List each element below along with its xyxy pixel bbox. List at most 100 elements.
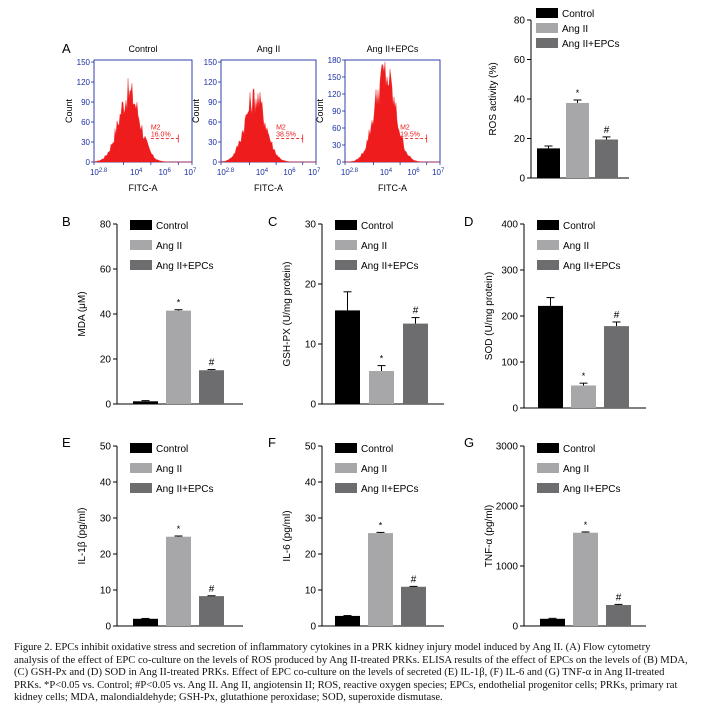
y-tick-label: 40 [100,478,112,489]
legend-label: Ang II [156,241,182,252]
flow-xtick-exp: 4 [139,168,143,174]
bar [335,310,360,404]
flow-histogram [220,88,316,163]
panel-letter-a: A [62,41,71,56]
flow-ytick-label: 120 [204,78,218,87]
bar [133,618,158,626]
flow-ytick-label: 60 [81,118,90,127]
flow-gate-name: M2 [151,125,161,132]
flow-ylabel: Count [191,99,201,124]
flow-xtick-base: 10 [341,168,350,177]
flow-gate-name: M2 [276,125,286,132]
flow-xtick-base: 10 [432,168,441,177]
legend-label: Ang II [563,241,589,252]
y-axis-label: IL-6 (pg/ml) [282,510,293,561]
legend-swatch [130,463,152,473]
legend-label: Control [156,221,188,232]
legend-swatch [130,220,152,230]
flow-xtick-base: 10 [283,168,292,177]
legend-swatch [537,240,559,250]
legend-swatch [536,23,558,33]
significance-mark: # [209,584,215,595]
flow-ytick-label: 150 [204,58,218,67]
legend-label: Ang II+EPCs [156,484,214,495]
panel-letter: F [268,435,276,450]
y-tick-label: 40 [305,478,317,489]
flow-xtick-label: 107 [308,168,321,177]
y-tick-label: 60 [514,55,526,66]
y-tick-label: 60 [100,265,112,276]
legend-label: Control [361,221,393,232]
panel-letter: G [464,435,474,450]
y-tick-label: 20 [305,550,317,561]
bar [540,618,565,626]
flow-xtick-exp: 6 [416,168,420,174]
legend-label: Ang II [562,24,588,35]
flow-xtick-label: 107 [184,168,197,177]
legend-label: Control [361,444,393,455]
bar [166,310,191,404]
flow-ytick-label: 150 [77,58,91,67]
y-tick-label: 30 [305,514,317,525]
legend-swatch [335,463,357,473]
legend-label: Ang II+EPCs [156,261,214,272]
flow-gate-name: M2 [400,125,410,132]
bar [199,596,224,626]
y-tick-label: 0 [512,404,518,415]
chart-il1b: E 0 10 20 30 40 50 IL-1β (pg/ml) Control Ang II An… [62,435,243,633]
flow-xtick-exp: 2.8 [99,168,108,174]
bar [606,605,631,626]
y-tick-label: 20 [100,355,112,366]
caption-line-5: kidney cells; MDA, malondialdehyde; GSH-… [14,692,443,704]
legend-swatch [537,260,559,270]
y-axis-label: GSH-PX (U/mg protein) [282,261,293,366]
bar [571,385,596,408]
significance-mark: # [604,125,610,136]
flow-ytick-label: 60 [332,124,341,133]
legend-swatch [537,463,559,473]
flow-xtick-exp: 2.8 [226,168,235,174]
caption-line-3: (C) GSH-Px and (D) SOD in Ang II-treated… [14,667,665,679]
legend-swatch [537,443,559,453]
flow-xtick-label: 104 [380,168,393,177]
flow-ytick-label: 30 [208,138,217,147]
flow-xtick-base: 10 [90,168,99,177]
flow-ytick-label: 0 [86,158,91,167]
flow-ytick-label: 90 [208,98,217,107]
significance-mark: * [177,524,181,534]
flow-ylabel: Count [315,99,325,124]
y-axis-label: SOD (U/mg protein) [484,272,495,360]
y-tick-label: 200 [501,312,518,323]
y-axis-label: ROS activity (%) [488,62,499,135]
legend-swatch [536,38,558,48]
y-axis-label: TNF-α (pg/ml) [484,505,495,567]
significance-mark: * [177,298,181,308]
legend-label: Ang II [361,464,387,475]
y-tick-label: 0 [105,400,111,411]
flow-xtick-exp: 6 [292,168,296,174]
y-tick-label: 10 [100,586,112,597]
flow-ytick-label: 90 [81,98,90,107]
y-tick-label: 80 [514,16,526,27]
bar [566,102,589,178]
legend-label: Control [563,444,595,455]
flow-ytick-label: 0 [337,158,342,167]
flow-gate-pct: 38.5% [276,132,296,139]
significance-mark: * [584,520,588,530]
flow-title: Ang II+EPCs [367,44,419,54]
y-tick-label: 0 [512,622,518,633]
caption-line-1: Figure 2. EPCs inhibit oxidative stress … [14,642,651,653]
legend-label: Ang II+EPCs [361,484,419,495]
y-tick-label: 300 [501,266,518,277]
legend-swatch [335,443,357,453]
y-tick-label: 10 [305,340,317,351]
flow-xtick-base: 10 [407,168,416,177]
y-axis-label: MDA (μM) [77,291,88,336]
flow-title: Control [128,44,157,54]
y-tick-label: 20 [305,280,317,291]
caption-line-4: PRKs. *P<0.05 vs. Control; #P<0.05 vs. A… [14,679,678,691]
legend-swatch [335,240,357,250]
y-tick-label: 20 [100,550,112,561]
